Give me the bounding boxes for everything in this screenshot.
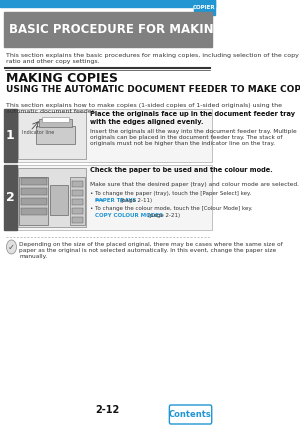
Text: Depending on the size of the placed original, there may be cases where the same : Depending on the size of the placed orig… [20,242,283,259]
Text: Insert the originals all the way into the document feeder tray. Multiple origina: Insert the originals all the way into th… [90,129,296,146]
Bar [40,119,72,127]
Bar [42,117,69,122]
Text: 1: 1 [6,129,14,142]
Bar [4,165,16,230]
Bar [21,188,46,195]
Bar [21,198,46,205]
Text: ➨➨: ➨➨ [90,198,106,203]
Text: (page 2-11): (page 2-11) [118,198,152,203]
FancyBboxPatch shape [169,405,212,424]
Bar [18,168,86,227]
Text: Check the paper to be used and the colour mode.: Check the paper to be used and the colou… [90,167,272,173]
Text: • To change the paper (tray), touch the [Paper Select] key.: • To change the paper (tray), touch the … [90,191,251,196]
Text: Contents: Contents [169,410,211,419]
Bar [72,217,83,223]
Bar [20,177,48,225]
Text: This section explains the basic procedures for making copies, including selectio: This section explains the basic procedur… [6,53,298,64]
Text: This section explains how to make copies (1-sided copies of 1-sided originals) u: This section explains how to make copies… [6,103,282,114]
Bar [72,199,83,205]
Text: MAKING COPIES: MAKING COPIES [6,72,118,85]
Text: 2-12: 2-12 [95,405,120,415]
Text: ✓: ✓ [8,243,15,252]
Text: COPIER: COPIER [193,5,216,10]
Bar [72,181,83,187]
Bar [4,109,16,162]
Text: USING THE AUTOMATIC DOCUMENT FEEDER TO MAKE COPIES: USING THE AUTOMATIC DOCUMENT FEEDER TO M… [6,85,300,94]
Text: BASIC PROCEDURE FOR MAKING COPIES: BASIC PROCEDURE FOR MAKING COPIES [9,23,275,36]
Bar [4,165,212,230]
Text: Place the originals face up in the document feeder tray with the edges aligned e: Place the originals face up in the docum… [90,111,295,125]
Bar [21,208,46,215]
Text: COPY COLOUR MODES: COPY COLOUR MODES [95,213,164,218]
Text: PAPER TRAYS: PAPER TRAYS [95,198,137,203]
Bar [194,0,215,15]
Text: Make sure that the desired paper (tray) and colour mode are selected.: Make sure that the desired paper (tray) … [90,182,299,187]
Text: Indicator line: Indicator line [22,130,54,134]
Text: 2: 2 [6,191,14,204]
Bar [21,178,46,185]
Bar [0,0,215,7]
Text: (page 2-21): (page 2-21) [146,213,180,218]
Bar [50,185,68,215]
Circle shape [7,240,16,254]
Bar [36,126,75,144]
Text: • To change the colour mode, touch the [Colour Mode] key.: • To change the colour mode, touch the [… [90,206,252,211]
Bar [4,109,212,162]
Bar [4,12,212,47]
Bar [72,208,83,214]
Bar [70,177,85,225]
Bar [18,112,86,159]
Bar [72,190,83,196]
